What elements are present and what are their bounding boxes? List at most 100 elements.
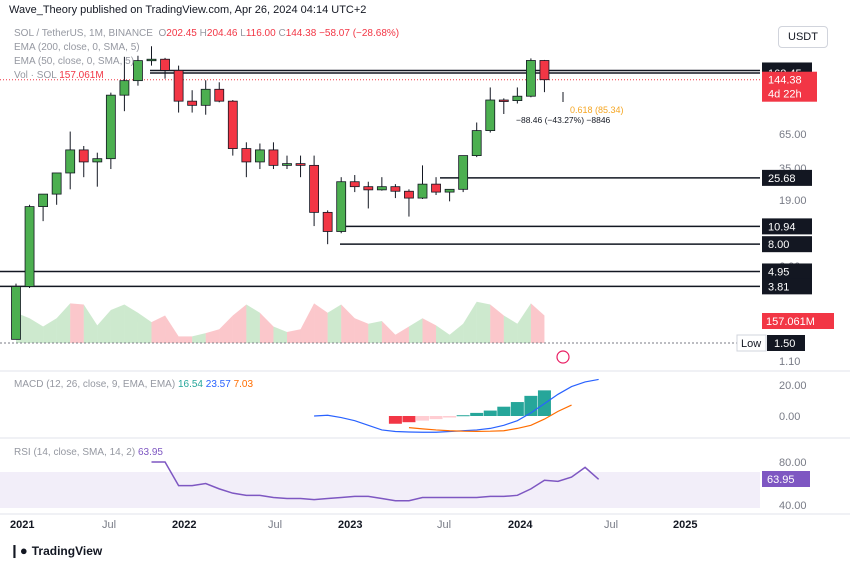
candle-body <box>471 130 482 156</box>
volume-area-segment <box>436 325 450 343</box>
ema50-legend: EMA (50, close, 0, SMA, 5) <box>14 56 135 67</box>
volume-area-segment <box>327 304 342 343</box>
candle-body <box>119 80 130 96</box>
measure-label: −88.46 (−43.27%) −8846 <box>516 115 611 125</box>
volume-area-segment <box>381 321 396 343</box>
volume-label: Vol · SOL <box>14 70 57 81</box>
rsi-legend-value: 63.95 <box>137 447 163 458</box>
rsi-axis-tick: 80.00 <box>779 457 807 469</box>
candle-body <box>254 149 265 163</box>
macd-signal-line <box>408 404 572 432</box>
low-value-label: 1.50 <box>774 338 795 350</box>
candle-body <box>146 58 157 62</box>
macd-histogram-bar <box>416 416 429 421</box>
candle-body <box>133 60 143 82</box>
level-tag-bg <box>762 278 812 295</box>
candle-body <box>78 149 89 163</box>
low-tag-bg <box>736 334 767 352</box>
candle-body <box>526 60 536 97</box>
volume-area-segment <box>368 321 382 343</box>
volume-area-segment <box>29 318 44 343</box>
volume-area-segment <box>205 329 220 343</box>
macd-histogram-bar <box>443 416 457 418</box>
tradingview-logo[interactable]: ❙● TradingView <box>9 543 103 558</box>
countdown-label: 4d 22h <box>768 89 802 101</box>
level-tag-label: 3.81 <box>768 281 789 293</box>
candle-body <box>105 94 116 160</box>
candle-body <box>200 88 211 106</box>
candle-body <box>404 190 414 199</box>
volume-area-segment <box>463 301 477 343</box>
candle-body <box>11 286 21 340</box>
macd-histogram-bar <box>388 416 402 424</box>
macd-histogram-bar <box>429 416 443 420</box>
macd-histogram-bar <box>402 416 416 423</box>
high-value: 204.46 <box>206 28 238 39</box>
level-tag-bg <box>762 263 812 280</box>
time-axis-tick: 2022 <box>172 519 196 531</box>
volume-area-segment <box>314 303 328 343</box>
price-axis-tick: 1.10 <box>779 356 800 368</box>
macd-histogram-bar <box>483 410 497 416</box>
fib-label: 0.618 (85.34) <box>570 105 624 115</box>
time-axis-tick: 2025 <box>673 519 697 531</box>
volume-area-segment <box>137 312 152 343</box>
level-tag-bg <box>762 218 812 235</box>
volume-area-segment <box>476 301 491 343</box>
close-value: 144.38 <box>285 28 317 39</box>
candle-body <box>65 149 76 174</box>
volume-area-segment <box>341 304 355 343</box>
volume-area-segment <box>354 318 369 343</box>
open-value: 202.45 <box>166 28 197 39</box>
time-axis-tick: Jul <box>437 519 451 531</box>
macd-line <box>314 378 599 433</box>
price-axis-tick: 19.00 <box>779 195 807 207</box>
time-axis-tick: Jul <box>102 519 116 531</box>
ema200-legend: EMA (200, close, 0, SMA, 5) <box>14 42 140 53</box>
candle-body <box>431 183 441 193</box>
candle-body <box>24 206 35 287</box>
rsi-tag-label: 63.95 <box>767 474 795 486</box>
level-tag-label: 10.94 <box>768 221 796 233</box>
candle-body <box>444 188 455 193</box>
macd-signal-value: 7.03 <box>233 379 254 390</box>
candle-body <box>173 70 184 102</box>
volume-area-segment <box>178 336 193 343</box>
volume-area-segment <box>56 303 71 343</box>
candle-body <box>349 181 360 188</box>
volume-area-segment <box>287 329 301 343</box>
current-price-tag-bg <box>762 71 817 102</box>
time-axis-tick: Jul <box>268 519 282 531</box>
volume-value: 157.061M <box>59 70 104 81</box>
volume-tag-label: 157.061M <box>766 316 815 328</box>
currency-selector[interactable]: USDT <box>778 26 828 48</box>
volume-area-segment <box>300 303 315 343</box>
candle-body <box>92 158 103 163</box>
volume-area-segment <box>517 303 531 343</box>
candle-body <box>363 186 374 191</box>
macd-axis-tick: 20.00 <box>779 380 807 392</box>
macd-hist-value: 16.54 <box>177 379 203 390</box>
candle-body <box>295 163 306 166</box>
candle-body <box>512 95 523 101</box>
volume-area-segment <box>151 315 166 343</box>
candle-body <box>376 186 387 191</box>
volume-area-segment <box>490 304 504 343</box>
price-legend: SOL / TetherUS, 1M, BINANCE O202.45 H204… <box>14 28 400 39</box>
volume-legend: Vol · SOL 157.061M <box>14 70 104 81</box>
candle-body <box>417 183 428 199</box>
candle-body <box>241 148 252 163</box>
candle-body <box>309 164 320 213</box>
low-value: 116.00 <box>245 28 276 39</box>
candle-body <box>160 58 170 71</box>
volume-area-segment <box>165 315 179 343</box>
level-tag-label: 25.68 <box>768 173 796 185</box>
time-axis-tick: 2023 <box>338 519 362 531</box>
time-axis-tick: 2021 <box>10 519 34 531</box>
rsi-band <box>0 472 760 508</box>
volume-area-segment <box>192 333 206 343</box>
level-tag-bg <box>762 236 812 253</box>
price-axis-tick: 65.00 <box>779 129 807 141</box>
macd-axis-tick: 0.00 <box>779 411 800 423</box>
